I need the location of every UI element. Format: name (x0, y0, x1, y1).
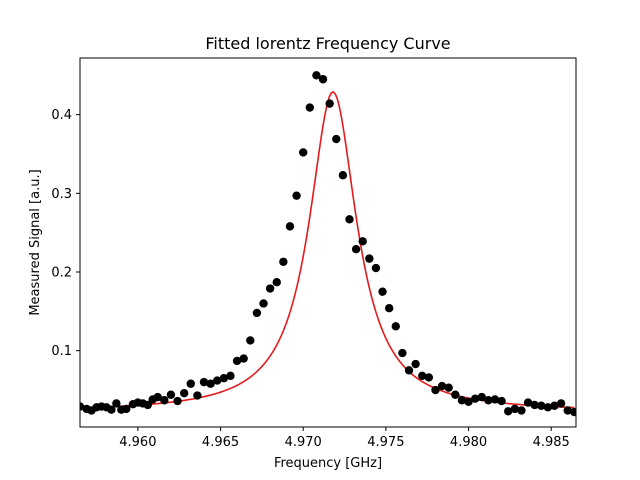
data-point (457, 396, 467, 405)
data-point (523, 398, 533, 407)
data-point (484, 396, 493, 405)
data-point (570, 407, 576, 417)
y-tick-label: 0.1 (51, 344, 72, 359)
data-point (252, 308, 262, 318)
data-point (166, 390, 176, 399)
data-point (292, 191, 301, 200)
data-point (173, 396, 182, 406)
data-point (444, 383, 453, 392)
data-point (338, 171, 348, 180)
data-point (504, 407, 513, 416)
data-point (239, 354, 248, 363)
data-point (219, 374, 229, 383)
data-point (213, 376, 222, 385)
data-point (424, 373, 434, 382)
data-point (332, 134, 341, 144)
data-point (451, 390, 460, 399)
y-tick-label: 0.2 (51, 266, 72, 281)
data-point (418, 371, 427, 381)
data-point (497, 396, 506, 406)
data-point (193, 391, 202, 400)
data-point (398, 348, 407, 358)
y-tick-label: 0.4 (51, 108, 72, 123)
data-point (186, 379, 195, 388)
data-point (490, 395, 500, 404)
data-point (122, 404, 131, 414)
data-point (411, 359, 420, 369)
data-point (272, 278, 281, 287)
data-point (232, 356, 242, 366)
y-axis-label: Measured Signal [a.u.] (28, 169, 43, 315)
points-layer (80, 71, 576, 417)
data-point (199, 377, 209, 387)
data-point (265, 284, 275, 293)
data-point (226, 371, 235, 381)
data-point (112, 399, 121, 408)
data-point (365, 254, 374, 263)
data-point (107, 405, 116, 414)
data-point (537, 401, 546, 410)
data-point (143, 400, 152, 410)
data-point (550, 401, 559, 410)
plot-frame (79, 57, 577, 428)
data-point (345, 215, 354, 224)
data-point (431, 385, 440, 395)
x-tick-label: 4.980 (450, 435, 487, 450)
plot-area (79, 57, 577, 428)
data-point (351, 244, 361, 254)
data-point (259, 299, 268, 308)
y-axis: 0.1 0.2 0.3 0.4 (51, 108, 80, 359)
data-point (305, 103, 315, 112)
x-tick-label: 4.965 (202, 435, 239, 450)
data-point (206, 379, 215, 388)
data-point (391, 322, 400, 331)
y-tick-label: 0.3 (51, 187, 72, 202)
data-point (299, 148, 308, 157)
data-point (517, 406, 526, 415)
data-point (510, 404, 520, 414)
data-point (279, 257, 288, 266)
data-point (358, 237, 367, 246)
x-tick-label: 4.970 (285, 435, 322, 450)
data-point (470, 394, 480, 403)
data-point (404, 366, 414, 375)
data-point (384, 303, 394, 313)
data-point (543, 403, 553, 412)
x-tick-label: 4.985 (533, 435, 570, 450)
chart-title: Fitted lorentz Frequency Curve (205, 34, 450, 53)
data-point (318, 75, 328, 84)
data-point (378, 287, 387, 296)
data-point (477, 392, 486, 402)
data-point (160, 396, 169, 405)
x-tick-label: 4.960 (119, 435, 156, 450)
x-axis-label: Frequency [GHz] (274, 456, 382, 471)
data-point (153, 392, 162, 402)
data-point (556, 399, 566, 408)
data-point (325, 99, 334, 108)
data-point (437, 381, 447, 391)
data-point (179, 388, 189, 398)
data-point (371, 263, 381, 273)
plot-background (80, 58, 576, 427)
data-point (285, 222, 295, 231)
data-point (312, 71, 321, 80)
data-point (563, 406, 572, 415)
data-point (530, 400, 539, 410)
x-tick-label: 4.975 (367, 435, 404, 450)
data-point (246, 336, 255, 345)
x-axis: 4.960 4.965 4.970 4.975 4.980 4.985 (119, 427, 570, 450)
data-point (464, 397, 473, 407)
